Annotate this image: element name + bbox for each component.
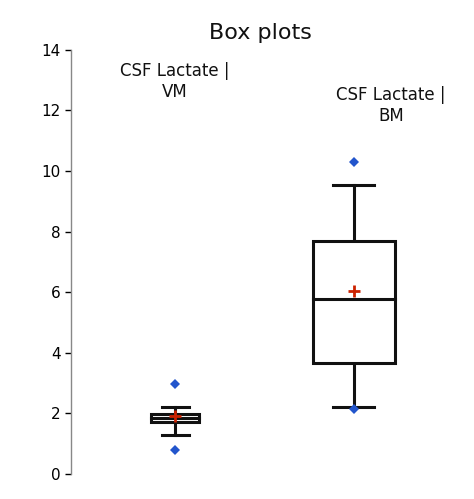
Title: Box plots: Box plots [209,23,312,43]
Bar [313,241,394,363]
Text: CSF Lactate |
VM: CSF Lactate | VM [120,62,230,101]
Bar [151,414,199,422]
Text: CSF Lactate |
BM: CSF Lactate | BM [336,86,446,125]
